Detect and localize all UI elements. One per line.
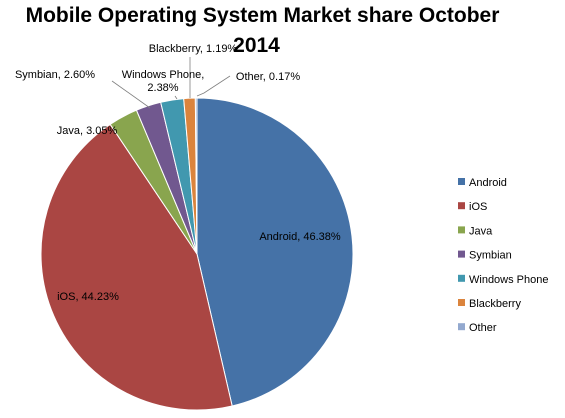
chart-title-line-2: 2014 <box>233 34 280 57</box>
pie-slice-android <box>196 97 354 407</box>
legend: Android iOS Java Symbian Windows Phone Blackb… <box>458 177 549 334</box>
legend-label-java: Java <box>469 225 493 237</box>
legend-label-blackberry: Blackberry <box>469 298 521 310</box>
legend-swatch-java <box>458 226 465 234</box>
data-label-java: Java, 3.05% <box>57 125 118 137</box>
legend-swatch-ios <box>458 202 465 210</box>
data-label-windows-phone: Windows Phone, 2.38% <box>122 69 205 94</box>
legend-swatch-other <box>458 323 465 331</box>
legend-swatch-symbian <box>458 250 465 258</box>
pie-slice-other <box>194 97 198 255</box>
legend-label-windows-phone: Windows Phone <box>469 274 549 286</box>
data-label-blackberry: Blackberry, 1.19% <box>149 43 238 55</box>
chart-title-line-1: Mobile Operating System Market share Oct… <box>25 4 500 27</box>
legend-swatch-windows-phone <box>458 274 465 282</box>
legend-label-ios: iOS <box>469 201 487 213</box>
data-label-symbian: Symbian, 2.60% <box>15 69 95 81</box>
leader-line-symbian <box>111 80 151 109</box>
data-label-android: Android, 46.38% <box>259 231 341 243</box>
legend-label-symbian: Symbian <box>469 250 512 262</box>
leader-line-other <box>196 75 231 97</box>
pie-slice-ios <box>40 123 233 411</box>
legend-swatch-blackberry <box>458 299 465 306</box>
leader-line-windows-phone <box>174 95 178 100</box>
legend-swatch-android <box>458 178 465 185</box>
data-label-ios: iOS, 44.23% <box>57 291 119 303</box>
legend-label-android: Android <box>469 177 507 189</box>
pie-slices <box>40 97 354 411</box>
data-label-other: Other, 0.17% <box>236 71 300 83</box>
legend-label-other: Other <box>469 322 497 334</box>
